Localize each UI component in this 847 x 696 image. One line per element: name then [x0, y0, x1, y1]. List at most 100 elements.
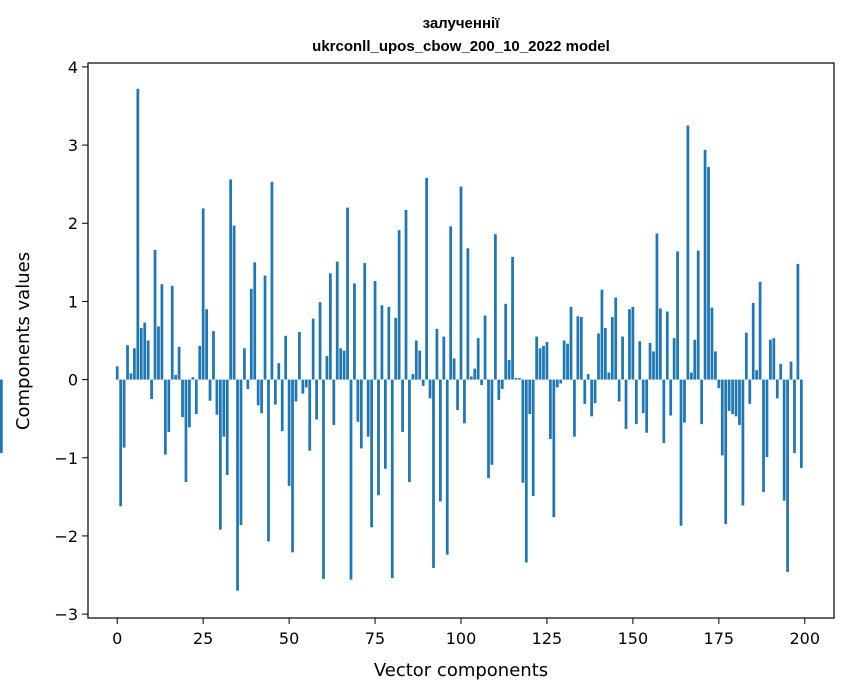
bar-22	[191, 377, 195, 380]
bar-51	[291, 379, 294, 553]
bar-176	[720, 379, 724, 456]
bar-123	[538, 348, 542, 380]
bar-19	[181, 379, 184, 418]
bar-120	[528, 379, 532, 414]
bar-98	[452, 358, 456, 380]
bar-99	[456, 379, 459, 411]
bar-41	[256, 379, 260, 406]
bar-27	[208, 379, 212, 401]
bar-62	[328, 273, 332, 380]
y-tick-label: 4	[68, 58, 78, 77]
bar-152	[638, 341, 642, 380]
bar-34	[232, 225, 236, 380]
bar-103	[469, 376, 473, 380]
bar-140	[597, 333, 600, 380]
bar-74	[370, 379, 373, 528]
bar-128	[555, 379, 559, 388]
bar-0	[115, 366, 119, 380]
bar-97	[449, 226, 453, 380]
bar-53	[298, 331, 301, 380]
bar-69	[353, 283, 356, 380]
y-tick-label: 3	[68, 136, 78, 155]
bar-157	[655, 233, 659, 380]
bar-16	[170, 285, 174, 380]
bar-80	[390, 379, 394, 579]
bar-138	[590, 379, 594, 417]
bar-113	[504, 303, 508, 380]
bar-122	[535, 336, 539, 380]
bar-160	[665, 311, 669, 380]
bar-78	[383, 379, 387, 469]
bar-111	[497, 379, 501, 400]
bar-194	[782, 379, 786, 501]
bar-186	[755, 370, 759, 380]
bar-71	[359, 379, 363, 449]
y-tick-label: 0	[68, 371, 78, 390]
bar-58	[315, 379, 318, 420]
bar-150	[631, 306, 635, 380]
bar-undefined	[0, 379, 3, 454]
bar-121	[531, 379, 535, 497]
bar-134	[576, 316, 580, 380]
bar-137	[586, 374, 590, 380]
bar-56	[308, 379, 312, 451]
bar-184	[748, 379, 752, 404]
bar-93	[435, 328, 439, 380]
bar-82	[397, 230, 401, 380]
x-tick-label: 25	[193, 629, 213, 648]
bar-164	[679, 379, 683, 526]
bar-141	[600, 289, 604, 380]
bar-196	[789, 361, 793, 380]
bar-139	[593, 379, 597, 404]
bar-143	[607, 372, 611, 380]
bar-106	[480, 379, 483, 386]
bar-174	[714, 351, 717, 380]
bar-188	[762, 379, 765, 493]
bar-127	[552, 379, 556, 518]
x-tick-label: 50	[279, 629, 299, 648]
x-tick-label: 125	[532, 629, 563, 648]
bar-39	[249, 288, 253, 380]
bar-100	[459, 186, 463, 380]
bar-57	[311, 318, 315, 380]
bar-28	[212, 331, 215, 380]
bar-133	[573, 379, 576, 437]
bar-73	[366, 379, 370, 437]
x-tick-label: 75	[365, 629, 385, 648]
bar-75	[373, 281, 377, 380]
bar-54	[301, 379, 305, 394]
bar-87	[414, 340, 418, 380]
bar-21	[188, 379, 191, 428]
bar-175	[717, 379, 721, 389]
bar-14	[163, 379, 167, 455]
bar-20	[184, 379, 188, 482]
bar-151	[634, 379, 638, 425]
bar-135	[579, 317, 583, 380]
bar-23	[194, 379, 198, 414]
bar-15	[167, 379, 171, 432]
bar-18	[177, 346, 181, 380]
bar-68	[349, 379, 353, 580]
bar-25	[201, 208, 205, 380]
bar-159	[662, 379, 666, 443]
x-tick-label: 150	[618, 629, 649, 648]
bar-42	[260, 379, 263, 414]
bar-124	[542, 345, 545, 380]
bar-49	[284, 335, 288, 380]
bar-172	[707, 166, 710, 380]
bar-59	[318, 302, 322, 380]
bar-94	[439, 379, 442, 502]
bar-173	[710, 307, 714, 380]
bar-45	[270, 181, 274, 380]
bar-46	[273, 379, 277, 405]
bar-11	[153, 249, 157, 380]
bar-35	[236, 379, 239, 591]
bar-129	[559, 379, 563, 384]
y-tick-label: −1	[54, 449, 78, 468]
bar-67	[346, 207, 349, 380]
bar-197	[793, 379, 796, 454]
bar-155	[648, 342, 652, 380]
bar-119	[524, 379, 528, 563]
bar-136	[583, 379, 587, 404]
y-tick-label: −3	[54, 605, 78, 624]
